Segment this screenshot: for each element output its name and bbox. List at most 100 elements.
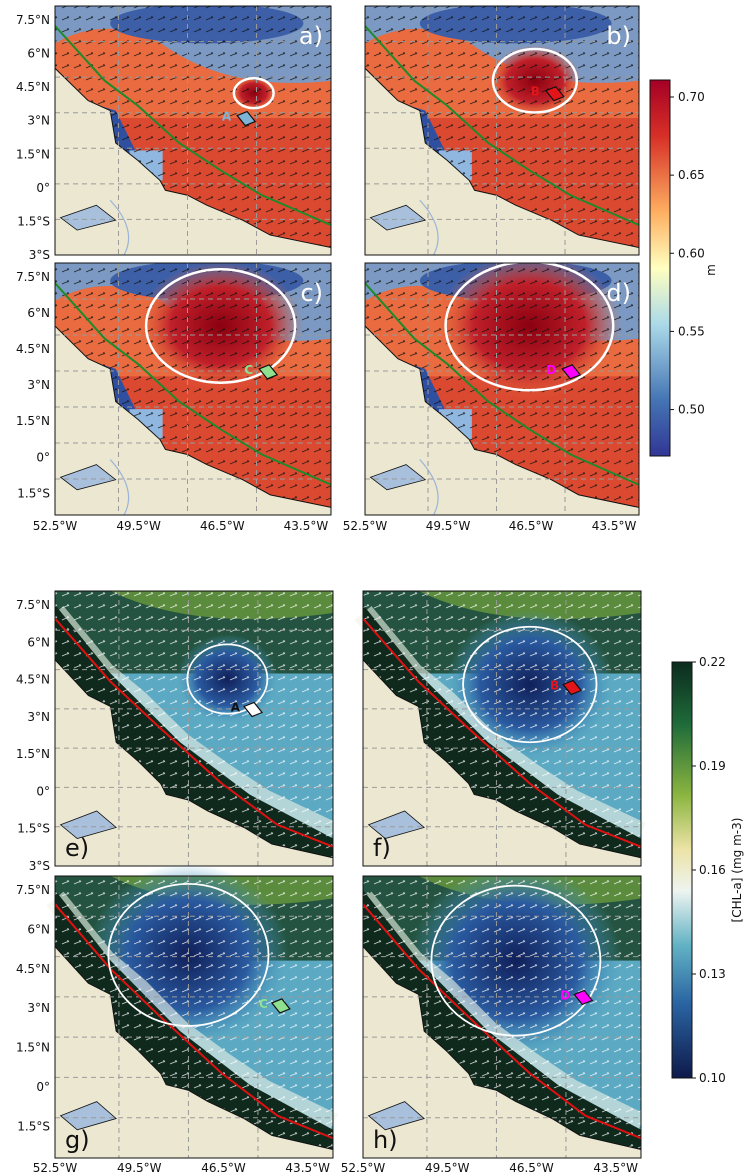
- colorbar-tick-label: 0.60: [678, 246, 705, 260]
- region-label: C: [244, 363, 253, 377]
- river-line: [109, 459, 130, 515]
- latitude-tick-label: 1.5°N: [16, 147, 50, 161]
- longitude-tick-label: 46.5°W: [509, 519, 554, 533]
- latitude-tick-label: 3°S: [29, 248, 50, 262]
- latitude-tick-label: 6°N: [27, 47, 50, 61]
- region-label: A: [222, 110, 232, 124]
- land-mass: [363, 945, 641, 1158]
- study-region-box: [243, 701, 264, 718]
- latitude-tick-label: 1.5°N: [16, 747, 50, 761]
- shelf-break-line: [55, 282, 331, 486]
- eddy-contour: [491, 47, 579, 114]
- longitude-tick-label: 49.5°W: [425, 1161, 470, 1175]
- chl-map-panel: Ae): [54, 590, 334, 867]
- latitude-tick-label: 3°N: [27, 1001, 50, 1015]
- ssh-colorbar: [649, 79, 671, 457]
- river-estuary: [369, 464, 427, 491]
- longitude-tick-label: 46.5°W: [200, 519, 245, 533]
- panel-body: A: [55, 591, 333, 866]
- latitude-tick-label: 3°S: [29, 859, 50, 873]
- colorbar-tick-label: 0.13: [699, 967, 726, 981]
- study-region-box: [562, 679, 583, 696]
- region-label: C: [259, 997, 268, 1011]
- panel-body: D: [365, 263, 639, 515]
- panel-label: h): [373, 1126, 398, 1154]
- panel-body: C: [46, 863, 338, 1159]
- latitude-tick-label: 1.5°S: [17, 214, 50, 228]
- longitude-tick-label: 43.5°W: [593, 1161, 638, 1175]
- panel-label: c): [300, 279, 323, 307]
- eddy-contour: [444, 263, 615, 392]
- colorbar-tick-label: 0.55: [678, 324, 705, 338]
- eddy-contour: [186, 643, 269, 715]
- shelf-break-line: [365, 282, 639, 486]
- longitude-tick-label: 52.5°W: [33, 1161, 78, 1175]
- ssh-map-panel: Cc): [54, 262, 332, 516]
- chl-colorbar: [671, 661, 693, 1079]
- panel-frame: [54, 5, 332, 256]
- latitude-tick-label: 3°N: [27, 710, 50, 724]
- panel-label: b): [606, 22, 631, 50]
- chl-map-panel: Dh): [362, 875, 642, 1159]
- longitude-tick-label: 52.5°W: [33, 519, 78, 533]
- study-region-box: [236, 110, 257, 127]
- river-estuary: [367, 1101, 425, 1131]
- panel-label: f): [373, 834, 391, 862]
- latitude-tick-label: 1.5°N: [16, 414, 50, 428]
- shelf-break-line: [362, 617, 642, 848]
- panel-body: B: [354, 591, 646, 867]
- eddy-contour: [107, 882, 270, 1027]
- shelf-break-line: [55, 25, 331, 227]
- region-label: D: [560, 988, 570, 1002]
- longitude-tick-label: 49.5°W: [116, 519, 161, 533]
- latitude-tick-label: 4.5°N: [16, 80, 50, 94]
- colorbar-unit-label: [CHL-a] (mg m-3): [730, 818, 744, 923]
- colorbar-tick-label: 0.19: [699, 759, 726, 773]
- latitude-tick-label: 0°: [36, 1080, 50, 1094]
- panel-body: C: [55, 263, 331, 515]
- latitude-tick-label: 7.5°N: [16, 13, 50, 27]
- colorbar-tick-label: 0.65: [678, 168, 705, 182]
- ssh-map-panel: Aa): [54, 5, 332, 256]
- eddy-contour: [462, 625, 598, 744]
- river-estuary: [59, 810, 117, 839]
- latitude-tick-label: 7.5°N: [16, 598, 50, 612]
- longitude-tick-label: 43.5°W: [284, 519, 329, 533]
- latitude-tick-label: 4.5°N: [16, 673, 50, 687]
- chl-map-panel: Bf): [354, 590, 646, 867]
- latitude-tick-label: 3°N: [27, 114, 50, 128]
- shelf-break-line: [365, 25, 639, 227]
- latitude-tick-label: 1.5°S: [17, 486, 50, 500]
- panel-frame: [54, 875, 334, 1159]
- chl-map-panel: Cg): [46, 863, 338, 1159]
- colorbar-tick-label: 0.70: [678, 90, 705, 104]
- panel-frame: [364, 262, 640, 516]
- latitude-tick-label: 0°: [36, 450, 50, 464]
- longitude-tick-label: 49.5°W: [426, 519, 471, 533]
- latitude-tick-label: 0°: [36, 784, 50, 798]
- ssh-map-panel: Dd): [364, 262, 640, 516]
- river-estuary: [369, 204, 427, 231]
- region-label: D: [546, 363, 556, 377]
- longitude-tick-label: 46.5°W: [201, 1161, 246, 1175]
- panel-frame: [364, 5, 640, 256]
- colorbar-tick-label: 0.50: [678, 403, 705, 417]
- river-estuary: [59, 1101, 117, 1131]
- latitude-tick-label: 0°: [36, 181, 50, 195]
- study-region-box: [573, 989, 594, 1006]
- shelf-break-line: [363, 903, 641, 1140]
- ssh-map-panel: Bb): [364, 5, 640, 256]
- study-region-box: [561, 364, 582, 380]
- eddy-contour: [232, 76, 275, 110]
- latitude-tick-label: 6°N: [27, 306, 50, 320]
- river-estuary: [367, 810, 425, 839]
- colorbar-tick-label: 0.10: [699, 1071, 726, 1085]
- river-line: [419, 459, 439, 515]
- latitude-tick-label: 4.5°N: [16, 342, 50, 356]
- panel-label: g): [65, 1126, 90, 1154]
- region-label: B: [550, 679, 559, 693]
- river-line: [109, 199, 130, 255]
- longitude-tick-label: 43.5°W: [285, 1161, 330, 1175]
- colorbar-unit-label: m: [704, 264, 718, 276]
